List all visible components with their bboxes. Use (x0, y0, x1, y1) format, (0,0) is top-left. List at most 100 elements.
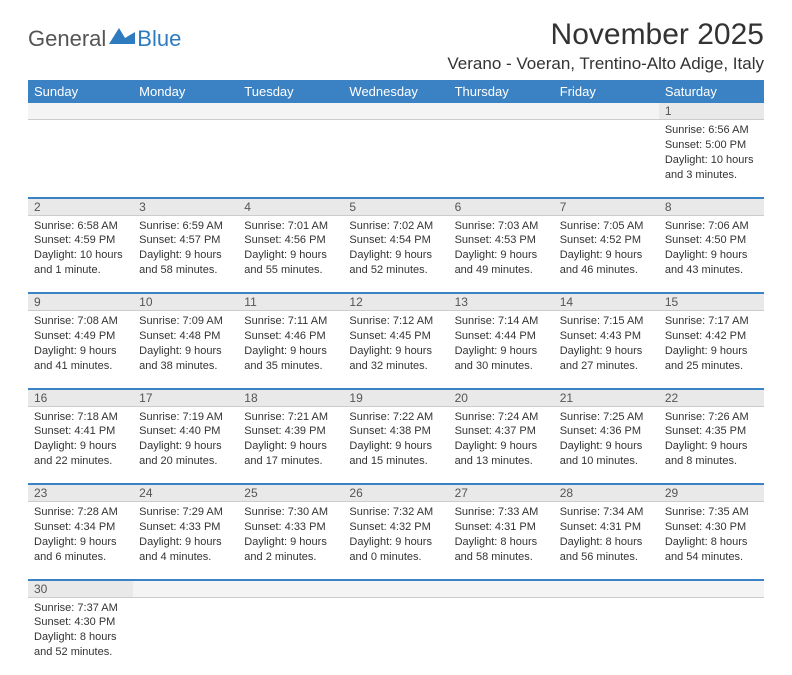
day-number-cell: 4 (238, 198, 343, 216)
day-detail-cell: Sunrise: 7:09 AMSunset: 4:48 PMDaylight:… (133, 311, 238, 389)
day-detail-cell: Sunrise: 7:25 AMSunset: 4:36 PMDaylight:… (554, 406, 659, 484)
day-detail-cell: Sunrise: 7:34 AMSunset: 4:31 PMDaylight:… (554, 502, 659, 580)
day-detail-line: Sunrise: 7:02 AM (349, 219, 442, 234)
day-detail-cell (343, 120, 448, 198)
day-detail-line: Sunset: 4:48 PM (139, 329, 232, 344)
day-detail-cell: Sunrise: 7:35 AMSunset: 4:30 PMDaylight:… (659, 502, 764, 580)
week-daynum-row: 23242526272829 (28, 484, 764, 502)
day-number-cell: 12 (343, 293, 448, 311)
day-detail-line: Sunrise: 6:58 AM (34, 219, 127, 234)
day-detail-line: and 15 minutes. (349, 454, 442, 469)
day-detail-cell: Sunrise: 7:26 AMSunset: 4:35 PMDaylight:… (659, 406, 764, 484)
day-detail-line: Sunrise: 7:11 AM (244, 314, 337, 329)
day-detail-line: Sunset: 4:56 PM (244, 233, 337, 248)
day-detail-line: Sunset: 4:54 PM (349, 233, 442, 248)
week-daynum-row: 16171819202122 (28, 389, 764, 407)
day-detail-line: Sunrise: 7:08 AM (34, 314, 127, 329)
day-detail-cell: Sunrise: 7:29 AMSunset: 4:33 PMDaylight:… (133, 502, 238, 580)
day-detail-line: Daylight: 9 hours (349, 344, 442, 359)
day-detail-line: Sunrise: 7:30 AM (244, 505, 337, 520)
header: General Blue November 2025 Verano - Voer… (28, 18, 764, 74)
day-detail-line: Daylight: 8 hours (455, 535, 548, 550)
day-detail-line: and 6 minutes. (34, 550, 127, 565)
day-detail-line: and 3 minutes. (665, 168, 758, 183)
weekday-header: Monday (133, 80, 238, 103)
day-detail-line: Daylight: 9 hours (349, 535, 442, 550)
day-detail-cell: Sunrise: 7:06 AMSunset: 4:50 PMDaylight:… (659, 215, 764, 293)
day-detail-line: and 25 minutes. (665, 359, 758, 374)
day-number-cell: 23 (28, 484, 133, 502)
weekday-header: Friday (554, 80, 659, 103)
day-detail-line: and 55 minutes. (244, 263, 337, 278)
day-detail-line: Sunset: 5:00 PM (665, 138, 758, 153)
day-detail-line: Daylight: 9 hours (349, 439, 442, 454)
day-detail-line: and 8 minutes. (665, 454, 758, 469)
day-detail-line: Sunset: 4:32 PM (349, 520, 442, 535)
brand-blue: Blue (137, 26, 181, 52)
day-detail-line: Daylight: 9 hours (34, 439, 127, 454)
day-detail-line: and 35 minutes. (244, 359, 337, 374)
day-number-cell: 14 (554, 293, 659, 311)
day-detail-line: Sunrise: 7:37 AM (34, 601, 127, 616)
day-detail-line: Sunrise: 7:28 AM (34, 505, 127, 520)
day-detail-line: Daylight: 9 hours (349, 248, 442, 263)
day-detail-line: and 17 minutes. (244, 454, 337, 469)
day-detail-line: Daylight: 8 hours (665, 535, 758, 550)
day-number-cell: 1 (659, 103, 764, 120)
day-detail-line: and 52 minutes. (349, 263, 442, 278)
weekday-header: Sunday (28, 80, 133, 103)
day-number-cell: 21 (554, 389, 659, 407)
day-number-cell (28, 103, 133, 120)
day-number-cell (238, 103, 343, 120)
day-number-cell: 2 (28, 198, 133, 216)
day-detail-line: and 54 minutes. (665, 550, 758, 565)
day-detail-line: Sunset: 4:50 PM (665, 233, 758, 248)
weekday-header: Tuesday (238, 80, 343, 103)
day-detail-cell: Sunrise: 7:15 AMSunset: 4:43 PMDaylight:… (554, 311, 659, 389)
day-detail-line: Sunset: 4:45 PM (349, 329, 442, 344)
title-block: November 2025 Verano - Voeran, Trentino-… (447, 18, 764, 74)
day-detail-line: Sunset: 4:37 PM (455, 424, 548, 439)
day-detail-line: Daylight: 9 hours (244, 439, 337, 454)
day-number-cell: 22 (659, 389, 764, 407)
day-detail-line: Sunset: 4:42 PM (665, 329, 758, 344)
day-detail-line: Sunset: 4:31 PM (560, 520, 653, 535)
day-detail-cell: Sunrise: 7:22 AMSunset: 4:38 PMDaylight:… (343, 406, 448, 484)
day-detail-line: and 32 minutes. (349, 359, 442, 374)
day-detail-cell: Sunrise: 7:30 AMSunset: 4:33 PMDaylight:… (238, 502, 343, 580)
day-detail-cell: Sunrise: 7:17 AMSunset: 4:42 PMDaylight:… (659, 311, 764, 389)
day-detail-cell: Sunrise: 7:18 AMSunset: 4:41 PMDaylight:… (28, 406, 133, 484)
weekday-header: Wednesday (343, 80, 448, 103)
day-number-cell (238, 580, 343, 598)
day-detail-line: Daylight: 9 hours (244, 344, 337, 359)
day-number-cell (133, 103, 238, 120)
day-detail-line: Sunset: 4:35 PM (665, 424, 758, 439)
day-detail-cell: Sunrise: 6:59 AMSunset: 4:57 PMDaylight:… (133, 215, 238, 293)
day-detail-line: and 0 minutes. (349, 550, 442, 565)
day-detail-cell: Sunrise: 6:58 AMSunset: 4:59 PMDaylight:… (28, 215, 133, 293)
day-detail-line: and 49 minutes. (455, 263, 548, 278)
day-detail-line: and 52 minutes. (34, 645, 127, 660)
day-detail-cell: Sunrise: 7:21 AMSunset: 4:39 PMDaylight:… (238, 406, 343, 484)
day-detail-line: Sunrise: 6:56 AM (665, 123, 758, 138)
day-detail-line: Sunrise: 7:34 AM (560, 505, 653, 520)
day-detail-line: Sunset: 4:53 PM (455, 233, 548, 248)
day-number-cell (133, 580, 238, 598)
day-detail-cell (238, 120, 343, 198)
day-detail-line: Sunrise: 7:05 AM (560, 219, 653, 234)
day-detail-cell: Sunrise: 7:28 AMSunset: 4:34 PMDaylight:… (28, 502, 133, 580)
day-detail-cell (554, 120, 659, 198)
day-detail-cell: Sunrise: 7:32 AMSunset: 4:32 PMDaylight:… (343, 502, 448, 580)
day-detail-cell: Sunrise: 7:14 AMSunset: 4:44 PMDaylight:… (449, 311, 554, 389)
day-detail-line: Daylight: 9 hours (34, 344, 127, 359)
day-detail-line: Sunrise: 6:59 AM (139, 219, 232, 234)
day-detail-line: Sunrise: 7:26 AM (665, 410, 758, 425)
day-detail-line: Sunrise: 7:22 AM (349, 410, 442, 425)
day-number-cell: 10 (133, 293, 238, 311)
day-number-cell: 3 (133, 198, 238, 216)
location-subtitle: Verano - Voeran, Trentino-Alto Adige, It… (447, 54, 764, 74)
day-number-cell: 27 (449, 484, 554, 502)
day-detail-line: Sunset: 4:30 PM (665, 520, 758, 535)
day-detail-line: Daylight: 9 hours (665, 344, 758, 359)
month-title: November 2025 (447, 18, 764, 52)
